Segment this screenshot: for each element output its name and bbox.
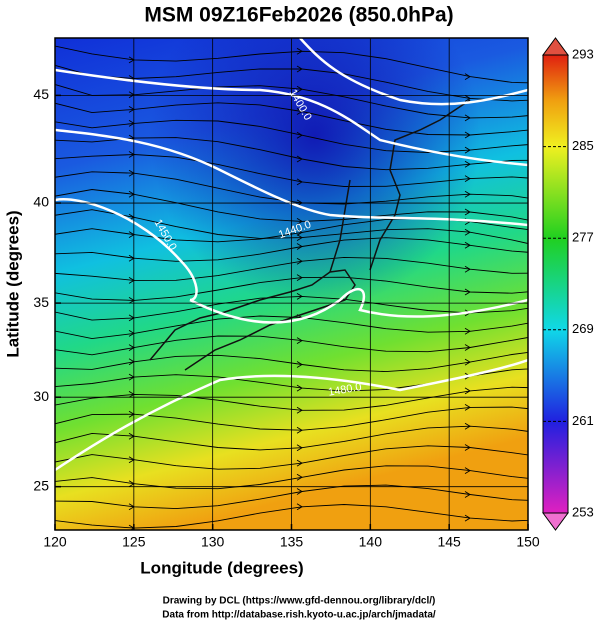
streamline-arrow	[296, 293, 303, 300]
x-tick-label: 150	[516, 534, 540, 550]
streamline-arrow	[464, 265, 471, 273]
streamline-arrow	[296, 473, 303, 481]
x-tick-label: 145	[437, 534, 461, 550]
y-tick-label: 45	[33, 86, 49, 102]
y-axis-label: Latitude (degrees)	[3, 210, 22, 357]
colorbar-tick-label: 293	[572, 46, 594, 61]
streamline-arrow	[296, 131, 303, 139]
streamline-arrow	[296, 178, 303, 186]
streamline-arrow	[464, 288, 471, 296]
streamline-arrow	[296, 108, 303, 115]
streamline-arrow	[296, 257, 303, 265]
streamline-arrow	[296, 444, 303, 452]
streamline-arrow	[296, 218, 303, 225]
streamline-arrow	[464, 175, 471, 182]
streamline-arrow	[296, 243, 303, 250]
streamline-arrow	[296, 426, 303, 434]
streamline-arrow	[296, 85, 303, 93]
streamline-arrow	[464, 344, 471, 351]
streamline-arrow	[464, 73, 471, 80]
x-tick-label: 130	[201, 534, 225, 550]
streamline-arrow	[296, 406, 303, 414]
colorbar-upper-arrow	[542, 37, 569, 56]
streamline-arrow	[464, 327, 471, 335]
streamline-arrow	[464, 387, 471, 395]
footer-line: Data from http://database.rish.kyoto-u.a…	[162, 610, 436, 621]
colorbar	[542, 37, 569, 531]
contour-label: 1480.0	[327, 381, 362, 399]
colorbar-lower-arrow	[542, 512, 569, 531]
streamline-arrow	[464, 358, 471, 366]
streamline-arrow	[464, 491, 471, 498]
streamline-arrow	[464, 514, 471, 522]
x-tick-label: 125	[122, 534, 146, 550]
streamline-arrow	[296, 47, 303, 55]
x-tick-label: 135	[280, 534, 304, 550]
streamline-arrow	[464, 131, 471, 139]
streamline-arrow	[464, 228, 471, 236]
colorbar-bar	[542, 54, 569, 514]
streamline-arrow	[464, 467, 471, 474]
streamline-arrow	[296, 361, 303, 368]
streamline-arrow	[296, 459, 303, 467]
streamline-arrow	[464, 208, 471, 216]
streamline-arrow	[296, 337, 303, 344]
y-tick-label: 30	[33, 388, 49, 404]
streamline-arrow	[296, 274, 303, 281]
colorbar-tick-label: 285	[572, 138, 594, 153]
y-tick-label: 25	[33, 477, 49, 493]
streamline-arrow	[464, 241, 471, 249]
streamline-arrow	[296, 488, 303, 495]
streamline-arrow	[464, 444, 471, 451]
plot-frame	[54, 37, 529, 531]
streamline-arrow	[464, 190, 471, 198]
footer-line: Drawing by DCL (https://www.gfd-dennou.o…	[163, 596, 436, 607]
streamline-arrow	[464, 422, 471, 430]
streamline-arrow	[464, 160, 471, 168]
streamline-arrow	[464, 146, 471, 154]
colorbar-tick-label: 253	[572, 504, 594, 519]
y-tick-label: 35	[33, 294, 49, 310]
colorbar-tick-label: 277	[572, 230, 594, 245]
streamline-arrow	[296, 65, 303, 73]
y-tick-label: 40	[33, 194, 49, 210]
contour-lines	[55, 38, 528, 472]
title: MSM 09Z16Feb2026 (850.0hPa)	[144, 4, 453, 27]
colorbar-tick-label: 261	[572, 413, 594, 428]
x-tick-label: 140	[359, 534, 383, 550]
x-tick-label: 120	[43, 534, 67, 550]
colorbar-tick-label: 269	[572, 321, 594, 336]
x-axis-label: Longitude (degrees)	[140, 558, 303, 577]
streamline-arrow	[296, 234, 303, 241]
streamline-arrow	[464, 95, 471, 102]
streamline-arrow	[296, 155, 303, 163]
streamline-arrow	[296, 384, 303, 392]
streamline-arrow	[296, 503, 303, 511]
streamline-arrow	[464, 404, 471, 411]
streamline-arrow	[464, 114, 471, 122]
streamline-arrow	[296, 229, 303, 236]
